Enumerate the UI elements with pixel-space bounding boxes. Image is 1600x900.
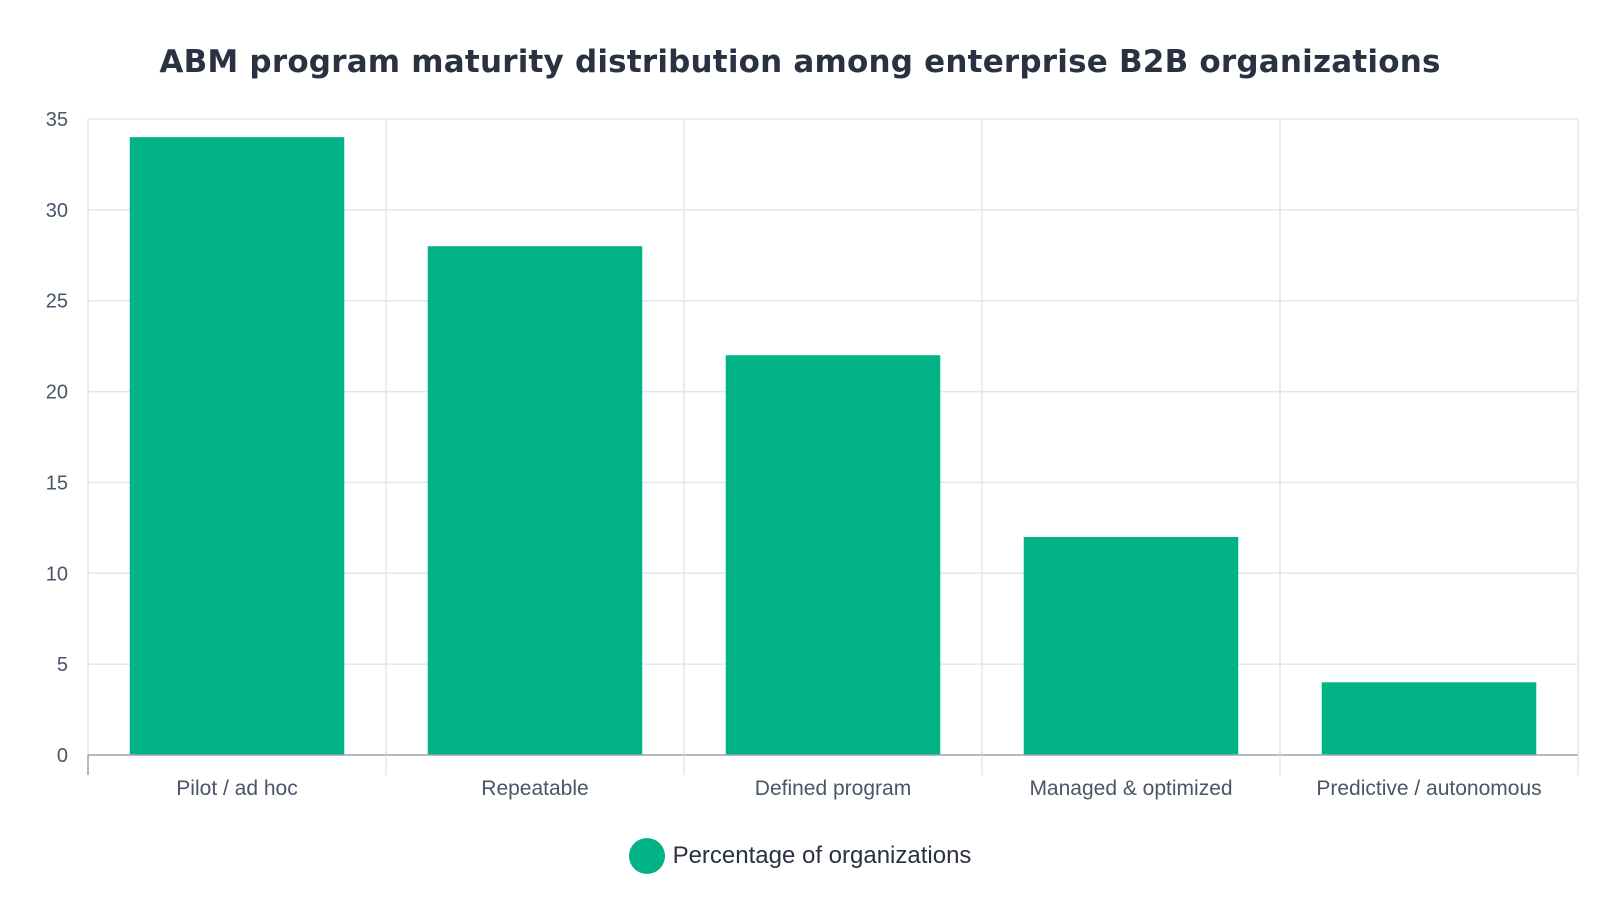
bar (1321, 682, 1537, 755)
bar (725, 355, 941, 755)
bar (1023, 536, 1239, 755)
legend-label: Percentage of organizations (672, 842, 972, 869)
legend-swatch (628, 838, 665, 874)
x-tick-label: Predictive / autonomous (1316, 777, 1541, 800)
y-tick-label: 35 (46, 109, 68, 131)
y-tick-label: 25 (46, 291, 68, 313)
y-tick-label: 0 (57, 745, 68, 767)
bar (427, 246, 643, 755)
chart-title: ABM program maturity distribution among … (159, 44, 1441, 80)
x-tick-label: Defined program (755, 777, 911, 800)
y-tick-label: 30 (46, 200, 68, 222)
y-tick-label: 20 (46, 382, 68, 404)
x-tick-label: Managed & optimized (1029, 777, 1232, 800)
y-tick-label: 15 (46, 472, 68, 494)
x-tick-label: Repeatable (481, 777, 588, 800)
x-tick-label: Pilot / ad hoc (176, 777, 297, 800)
bar (129, 137, 345, 755)
legend[interactable]: Percentage of organizations (0, 838, 1600, 874)
y-tick-label: 10 (46, 563, 68, 585)
y-tick-label: 5 (57, 654, 68, 676)
